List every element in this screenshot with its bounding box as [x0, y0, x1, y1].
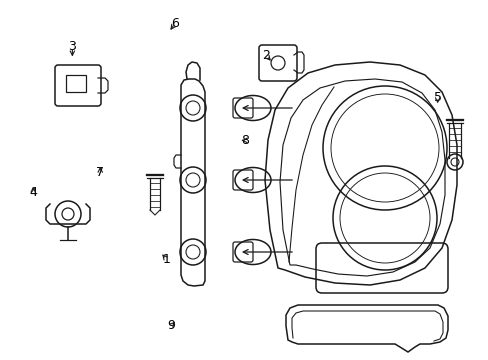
Text: 7: 7 [96, 166, 104, 179]
Text: 4: 4 [29, 186, 37, 199]
Text: 3: 3 [68, 40, 76, 53]
Text: 5: 5 [433, 91, 441, 104]
Text: 2: 2 [262, 49, 270, 62]
Text: 8: 8 [241, 134, 249, 147]
Text: 6: 6 [171, 17, 179, 30]
Text: 1: 1 [162, 253, 170, 266]
Bar [66, 75, 86, 92]
Text: 9: 9 [167, 319, 175, 332]
